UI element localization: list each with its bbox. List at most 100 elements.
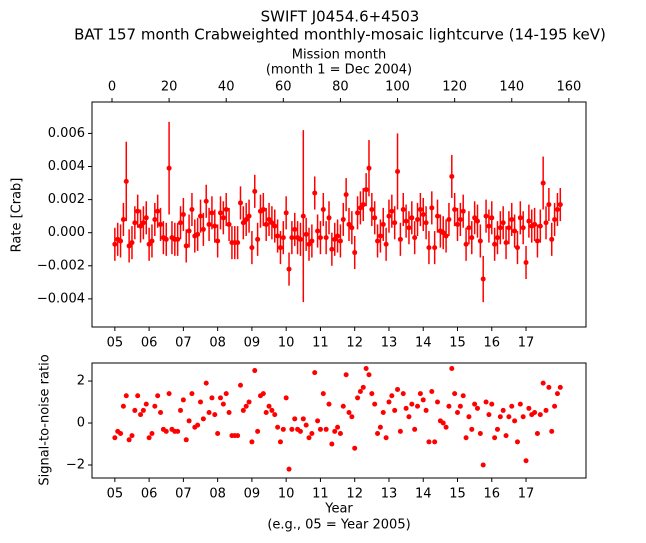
data-point — [129, 433, 135, 439]
data-point — [554, 391, 560, 397]
data-point — [432, 439, 438, 445]
data-point — [406, 225, 412, 231]
data-point — [483, 399, 489, 405]
data-point — [446, 403, 452, 409]
data-point — [503, 240, 509, 246]
data-point — [523, 259, 529, 265]
data-point — [277, 439, 283, 445]
data-point — [297, 428, 303, 434]
data-point — [118, 431, 124, 437]
data-point — [135, 208, 141, 214]
data-point — [523, 458, 529, 464]
data-point — [326, 401, 332, 407]
data-point — [200, 416, 206, 422]
x-tick-label: 15 — [449, 336, 466, 351]
data-point — [443, 424, 449, 430]
data-point — [337, 238, 343, 244]
x-tick-label: 13 — [381, 487, 398, 502]
data-point — [480, 462, 486, 468]
data-point — [474, 218, 480, 224]
data-point — [306, 435, 312, 441]
data-point — [357, 205, 363, 211]
data-point — [375, 238, 381, 244]
x-tick-label: 12 — [346, 336, 363, 351]
data-point — [280, 235, 286, 241]
data-point — [386, 213, 392, 219]
data-point — [420, 212, 426, 217]
data-point — [514, 245, 520, 251]
data-point — [215, 431, 221, 437]
data-point — [426, 245, 432, 251]
data-point — [283, 210, 289, 216]
data-point — [503, 433, 509, 439]
data-point — [166, 391, 172, 397]
data-point — [389, 208, 395, 214]
data-point — [483, 213, 489, 219]
data-point — [426, 439, 432, 445]
data-point — [272, 412, 278, 418]
data-point — [386, 399, 392, 405]
data-point — [223, 207, 229, 213]
data-point — [429, 205, 435, 211]
data-point — [217, 395, 223, 401]
data-point — [557, 384, 563, 390]
data-point — [286, 466, 292, 472]
data-point — [212, 412, 218, 418]
data-point — [554, 207, 560, 213]
data-point — [237, 382, 243, 388]
data-point — [449, 173, 455, 179]
data-point — [212, 223, 218, 229]
data-point — [432, 245, 438, 251]
data-point — [377, 424, 383, 430]
x-tick-label: 16 — [483, 487, 500, 502]
top-tick-label: 60 — [275, 80, 292, 95]
data-point — [178, 220, 184, 226]
data-point — [435, 399, 441, 405]
data-point — [363, 187, 369, 193]
data-point — [195, 231, 201, 237]
data-point — [397, 428, 403, 434]
data-point — [317, 235, 323, 241]
data-point — [220, 401, 226, 407]
data-point — [243, 403, 249, 409]
data-point — [329, 441, 335, 447]
data-point — [537, 223, 543, 229]
data-point — [312, 370, 318, 376]
plot-frame — [91, 362, 587, 479]
data-point — [326, 215, 332, 221]
x-tick-label: 09 — [244, 487, 261, 502]
y-tick-label: −0.004 — [37, 291, 85, 306]
data-point — [477, 431, 483, 437]
y-axis-label: Signal-to-noise ratio — [38, 354, 53, 485]
x-tick-label: 10 — [278, 336, 295, 351]
data-point — [406, 414, 412, 420]
data-point — [255, 236, 261, 242]
x-tick-label: 12 — [346, 487, 363, 502]
data-point — [380, 221, 386, 227]
data-point — [517, 401, 523, 407]
data-point — [186, 228, 192, 234]
x-tick-label: 14 — [415, 487, 432, 502]
data-point — [494, 235, 500, 241]
data-point — [506, 414, 512, 420]
top-tick-label: 0 — [108, 80, 116, 95]
data-point — [146, 435, 152, 441]
data-point — [489, 215, 495, 221]
data-point — [352, 445, 358, 451]
data-point — [183, 243, 189, 249]
data-point — [443, 233, 449, 239]
data-point — [138, 412, 144, 418]
data-point — [457, 216, 463, 222]
data-point — [395, 168, 401, 174]
x-tick-label: 08 — [209, 336, 226, 351]
data-point — [329, 246, 335, 252]
data-point — [369, 207, 375, 213]
data-point — [557, 202, 563, 208]
top-tick-label: 20 — [161, 80, 178, 95]
data-point — [203, 198, 209, 204]
data-point — [315, 228, 321, 234]
data-point — [360, 202, 366, 208]
data-point — [532, 221, 538, 227]
data-point — [252, 368, 258, 374]
data-point — [366, 165, 372, 171]
